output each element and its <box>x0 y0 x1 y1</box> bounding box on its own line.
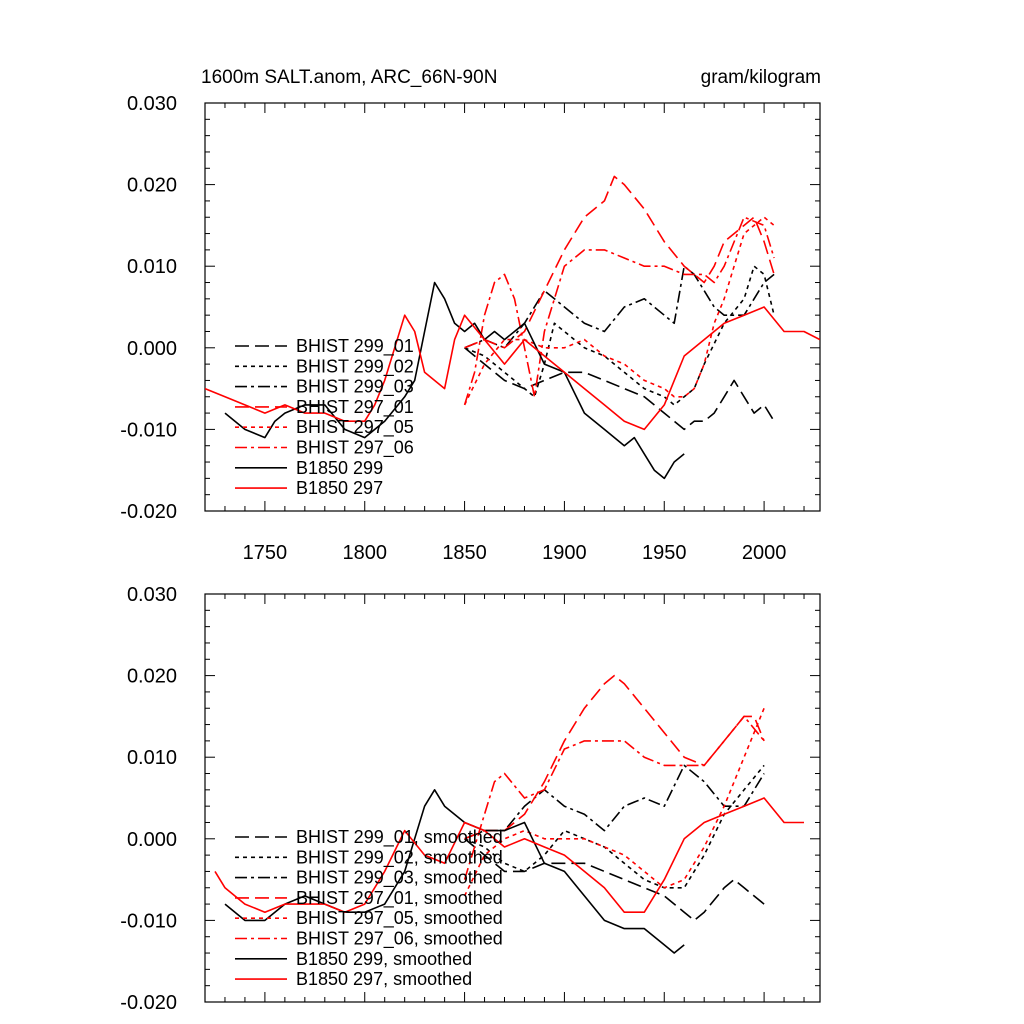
series-line <box>464 764 765 840</box>
legend-label: BHIST 299_02 <box>296 356 414 377</box>
series-line <box>464 764 765 889</box>
legend-label: BHIST 299_03, smoothed <box>296 868 503 889</box>
y-tick-label: 0.010 <box>127 256 177 278</box>
x-tick-label: 1750 <box>243 542 288 564</box>
y-tick-label: 0.020 <box>127 666 177 688</box>
series-line <box>205 306 820 431</box>
plot-frame <box>204 593 821 1003</box>
series-line <box>464 265 775 406</box>
y-tick-label: 0.010 <box>127 747 177 769</box>
series-line <box>463 715 765 880</box>
y-tick-label: 0.000 <box>127 829 177 851</box>
legend-label: BHIST 299_02, smoothed <box>296 847 503 868</box>
series-line <box>463 216 775 406</box>
figure-title: 1600m SALT.anom, ARC_66N-90N <box>201 67 497 88</box>
y-tick-label: -0.020 <box>120 992 177 1014</box>
series-line <box>463 707 765 897</box>
legend-label: BHIST 297_06, smoothed <box>296 929 503 950</box>
legend-label: BHIST 299_01 <box>296 336 414 357</box>
bottom-panel: -0.020 -0.010 0.000 0.010 0.020 0.030 BHIST 29… <box>120 584 821 1014</box>
x-tick-label: 1950 <box>642 542 687 564</box>
series-line <box>464 347 775 431</box>
y-tick-label: -0.020 <box>120 501 177 523</box>
legend-label: B1850 297 <box>296 478 383 498</box>
plot-frame <box>204 102 821 512</box>
series-line <box>464 838 765 922</box>
series-line <box>224 281 685 480</box>
series-line <box>214 797 804 913</box>
legend-label: B1850 299 <box>296 458 383 478</box>
y-tick-label: 0.000 <box>127 338 177 360</box>
x-tick-label: 1900 <box>542 542 587 564</box>
series-line <box>464 265 775 349</box>
x-tick-label: 1800 <box>342 542 387 564</box>
legend-label: B1850 297, smoothed <box>296 969 472 989</box>
legend-label: BHIST 297_01 <box>296 397 414 418</box>
y-tick-label: -0.010 <box>120 419 177 441</box>
top-panel: -0.020 -0.010 0.000 0.010 0.020 0.030 1750 1800… <box>120 93 821 564</box>
y-tick-label: -0.010 <box>120 910 177 932</box>
legend-label: BHIST 297_05 <box>296 417 414 438</box>
legend-label: BHIST 297_06 <box>296 438 414 459</box>
y-tick-label: 0.030 <box>127 584 177 606</box>
legend-label: B1850 299, smoothed <box>296 949 472 969</box>
series-line <box>464 674 765 840</box>
legend-label: BHIST 299_03 <box>296 377 414 398</box>
y-tick-label: 0.030 <box>127 93 177 115</box>
x-tick-label: 2000 <box>742 542 787 564</box>
figure-units: gram/kilogram <box>701 67 821 88</box>
series-line <box>224 789 685 954</box>
legend-label: BHIST 299_01, smoothed <box>296 827 503 848</box>
y-tick-label: 0.020 <box>127 175 177 197</box>
legend-label: BHIST 297_01, smoothed <box>296 888 503 909</box>
legend-label: BHIST 297_05, smoothed <box>296 908 503 929</box>
series-line <box>463 216 775 406</box>
x-tick-label: 1850 <box>442 542 487 564</box>
